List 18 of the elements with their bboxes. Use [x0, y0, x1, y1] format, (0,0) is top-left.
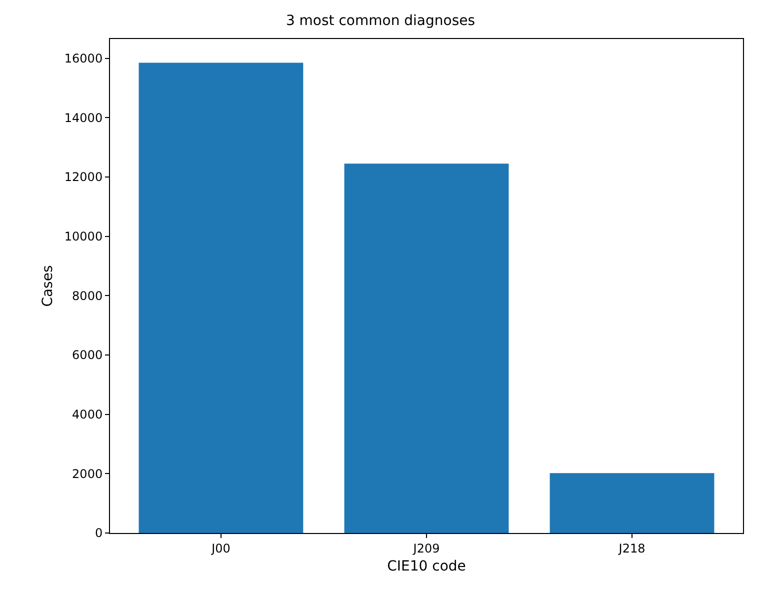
x-axis-title: CIE10 code [387, 558, 466, 575]
y-tick-label: 14000 [64, 110, 103, 125]
x-tick-label: J218 [618, 541, 646, 556]
bar [344, 164, 509, 533]
y-tick-label: 10000 [64, 230, 103, 244]
bar [138, 62, 304, 533]
y-tick-label: 4000 [72, 408, 103, 422]
bar [550, 473, 714, 533]
y-tick-label: 0 [94, 526, 103, 540]
x-tick-label: J00 [210, 541, 230, 556]
y-axis-title: Cases [40, 265, 56, 307]
y-tick-label: 2000 [72, 466, 103, 481]
y-tick-label: 12000 [64, 170, 103, 184]
y-tick-label: 8000 [72, 288, 103, 303]
y-tick-label: 6000 [72, 348, 103, 362]
chart-title: 3 most common diagnoses [286, 12, 476, 29]
x-tick-label: J209 [412, 541, 440, 556]
y-tick-label: 16000 [64, 51, 103, 66]
